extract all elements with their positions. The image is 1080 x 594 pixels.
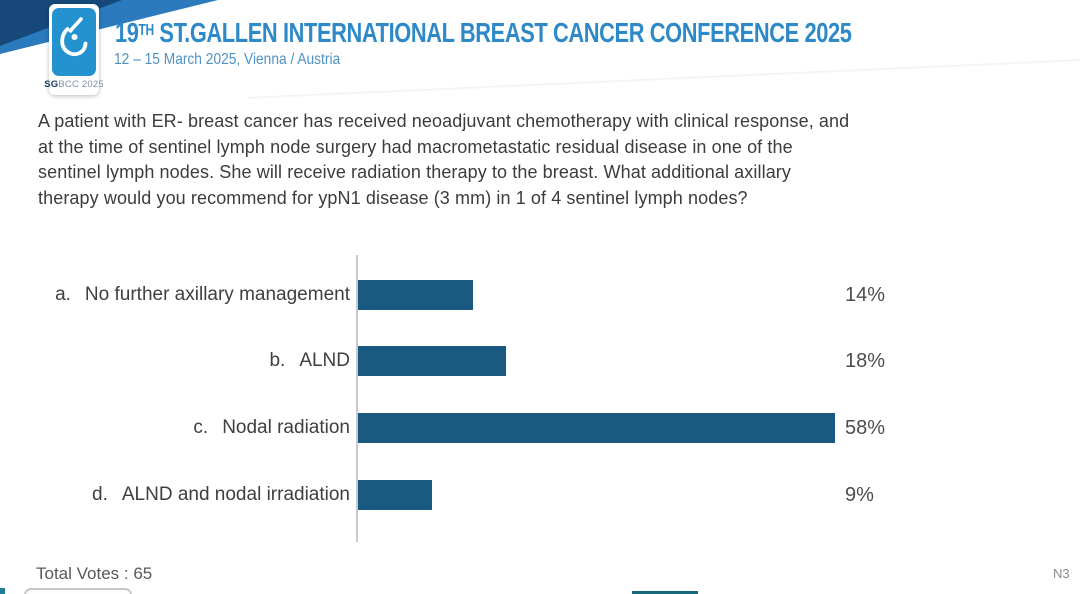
chart-axis: [356, 255, 358, 542]
option-labels: a. No further axillary management: [0, 280, 350, 310]
breast-icon: [60, 17, 88, 57]
question-text: A patient with ER- breast cancer has rec…: [38, 109, 1018, 211]
option-label: ALND and nodal irradiation: [121, 484, 350, 505]
title-ordinal: TH: [138, 22, 155, 40]
chart-row: b. ALND 18%: [0, 346, 1080, 376]
option-label: ALND: [299, 350, 350, 371]
logo-caption-rest: BCC 2025: [58, 79, 104, 90]
option-labels: b. ALND: [0, 346, 350, 376]
logo-square: [52, 8, 96, 76]
logo-caption-bold: SG: [44, 79, 59, 90]
percentage-label: 18%: [845, 349, 886, 372]
bar: [358, 346, 506, 376]
option-letter: d.: [92, 484, 108, 505]
conference-dates: 12 – 15 March 2025, Vienna / Austria: [114, 51, 341, 68]
option-letter: a.: [55, 284, 71, 305]
option-labels: d. ALND and nodal irradiation: [0, 480, 350, 510]
title-number: 19: [115, 17, 139, 48]
bar: [358, 413, 835, 443]
chart-row: a. No further axillary management 14%: [0, 280, 1080, 310]
conference-title: 19TH ST.GALLEN INTERNATIONAL BREAST CANC…: [115, 17, 852, 49]
option-labels: c. Nodal radiation: [0, 413, 350, 443]
corner-accent: [0, 588, 5, 594]
percentage-label: 9%: [845, 483, 874, 506]
bottom-accent: [632, 591, 698, 594]
partial-button[interactable]: [24, 588, 132, 594]
percentage-label: 58%: [845, 416, 886, 439]
question-line: sentinel lymph nodes. She will receive r…: [38, 162, 791, 182]
option-letter: b.: [269, 350, 286, 371]
chart-row: d. ALND and nodal irradiation 9%: [0, 480, 1080, 510]
question-line: A patient with ER- breast cancer has rec…: [38, 111, 850, 131]
question-line: at the time of sentinel lymph node surge…: [38, 136, 793, 157]
option-letter: c.: [193, 417, 209, 438]
option-label: Nodal radiation: [222, 417, 350, 438]
sgbcc-logo: SGBCC 2025: [44, 4, 104, 95]
bar: [358, 280, 473, 310]
title-text: ST.GALLEN INTERNATIONAL BREAST CANCER CO…: [153, 17, 852, 48]
slide-number: N3: [1053, 566, 1070, 581]
percentage-label: 14%: [845, 283, 886, 306]
chart-row: c. Nodal radiation 58%: [0, 413, 1080, 443]
logo-caption: SGBCC 2025: [44, 79, 104, 90]
question-line: therapy would you recommend for ypN1 dis…: [38, 187, 748, 208]
bar: [358, 480, 432, 510]
option-label: No further axillary management: [84, 284, 350, 305]
total-votes: Total Votes : 65: [36, 564, 153, 583]
